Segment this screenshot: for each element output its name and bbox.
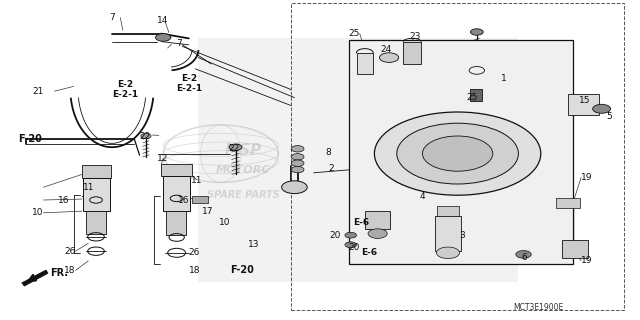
Text: MSP: MSP [225, 143, 262, 158]
Circle shape [593, 104, 611, 113]
Text: 20: 20 [329, 231, 340, 240]
Circle shape [397, 123, 518, 184]
Bar [349, 40, 573, 264]
Bar [86, 211, 106, 234]
Bar [365, 211, 390, 229]
Text: 8: 8 [326, 148, 332, 156]
Text: 25: 25 [466, 93, 477, 102]
Text: 7: 7 [176, 39, 182, 48]
Bar [291, 3, 624, 310]
Text: F-20: F-20 [230, 265, 254, 276]
Circle shape [291, 146, 304, 152]
Bar [403, 42, 421, 64]
Text: 21: 21 [32, 87, 44, 96]
Text: 19: 19 [581, 173, 593, 182]
Circle shape [291, 160, 304, 166]
Circle shape [436, 247, 460, 259]
Text: 5: 5 [607, 112, 612, 121]
Text: 24: 24 [381, 45, 392, 54]
Bar [166, 211, 186, 235]
Bar [568, 94, 599, 115]
Text: 6: 6 [522, 253, 527, 262]
Circle shape [345, 232, 356, 238]
Text: 22: 22 [140, 132, 151, 140]
Bar [161, 164, 192, 176]
Text: 14: 14 [157, 16, 168, 25]
Polygon shape [22, 270, 48, 286]
Circle shape [156, 34, 171, 41]
Circle shape [422, 136, 493, 171]
Text: 4: 4 [419, 192, 425, 201]
Text: 10: 10 [219, 218, 230, 227]
Circle shape [374, 112, 541, 195]
Text: F-20: F-20 [18, 134, 42, 144]
Text: 19: 19 [581, 256, 593, 265]
Text: 18: 18 [189, 266, 200, 275]
Text: 1: 1 [500, 74, 506, 83]
Text: 3: 3 [460, 231, 465, 240]
Circle shape [470, 29, 483, 35]
Text: 10: 10 [32, 208, 44, 217]
Bar [437, 206, 459, 216]
Text: 13: 13 [248, 240, 260, 249]
Bar [192, 196, 208, 203]
Text: 12: 12 [157, 154, 168, 163]
Bar [357, 53, 373, 74]
Circle shape [282, 181, 307, 194]
Circle shape [516, 251, 531, 258]
Bar [562, 240, 588, 258]
Bar [556, 198, 580, 208]
Text: MOTORC: MOTORC [216, 164, 271, 175]
Text: 11: 11 [83, 183, 95, 192]
Circle shape [291, 154, 304, 160]
Bar [470, 89, 482, 101]
Text: MCT3E1900E: MCT3E1900E [513, 303, 563, 312]
Text: E-2
E-2-1: E-2 E-2-1 [112, 80, 138, 99]
Text: E-6: E-6 [353, 218, 369, 227]
Text: SPARE PARTS: SPARE PARTS [207, 190, 280, 200]
Text: 16: 16 [178, 196, 189, 204]
Bar [198, 38, 518, 282]
Bar [435, 216, 461, 251]
Text: 2: 2 [328, 164, 334, 172]
Bar [83, 178, 110, 211]
Text: 18: 18 [64, 266, 76, 275]
Circle shape [368, 229, 387, 238]
Text: 7: 7 [109, 13, 115, 22]
Text: 26: 26 [64, 247, 76, 256]
Text: FR.: FR. [50, 268, 68, 278]
Text: 20: 20 [349, 244, 360, 252]
Text: 11: 11 [191, 176, 202, 185]
Text: 17: 17 [202, 207, 213, 216]
Text: 22: 22 [228, 144, 239, 153]
Circle shape [141, 133, 151, 139]
Circle shape [345, 242, 356, 248]
Text: E-6: E-6 [362, 248, 378, 257]
Bar [82, 165, 111, 178]
Bar [163, 176, 190, 211]
Circle shape [380, 53, 399, 62]
Circle shape [291, 166, 304, 173]
Text: 26: 26 [189, 248, 200, 257]
Text: 25: 25 [349, 29, 360, 38]
Circle shape [229, 144, 242, 150]
Text: 16: 16 [58, 196, 69, 204]
Text: 23: 23 [409, 32, 420, 41]
Text: 15: 15 [579, 96, 591, 105]
Text: E-2
E-2-1: E-2 E-2-1 [176, 74, 202, 93]
